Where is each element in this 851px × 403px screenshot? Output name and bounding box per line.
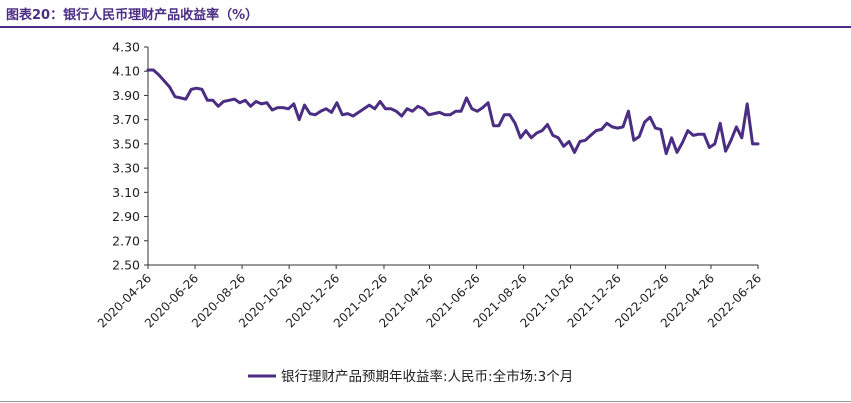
y-tick-label: 4.30	[112, 40, 140, 55]
legend-label: 银行理财产品预期年收益率:人民币:全市场:3个月	[281, 368, 573, 385]
figure-title: 图表20：银行人民币理财产品收益率（%）	[6, 8, 259, 23]
y-tick-label: 3.50	[112, 136, 140, 151]
y-axis: 4.30 4.10 3.90 3.70 3.50 3.30 3.10 2.90 2.70 2.50	[112, 40, 149, 273]
series-line-0	[146, 68, 760, 156]
y-tick-label: 2.50	[112, 258, 140, 273]
y-tick-label: 2.70	[112, 233, 140, 248]
x-axis: 2020-04-262020-06-262020-08-262020-10-26…	[95, 264, 764, 330]
y-tick-label: 3.30	[112, 161, 140, 176]
y-tick-label: 4.10	[112, 64, 140, 79]
title-divider	[0, 26, 851, 28]
y-tick-label: 2.90	[112, 209, 140, 224]
legend: 银行理财产品预期年收益率:人民币:全市场:3个月	[248, 368, 573, 385]
y-tick-label: 3.90	[112, 88, 140, 103]
bottom-divider	[0, 401, 851, 402]
y-tick-label: 3.70	[112, 112, 140, 127]
y-tick-label: 3.10	[112, 185, 140, 200]
series-layer	[146, 68, 760, 156]
